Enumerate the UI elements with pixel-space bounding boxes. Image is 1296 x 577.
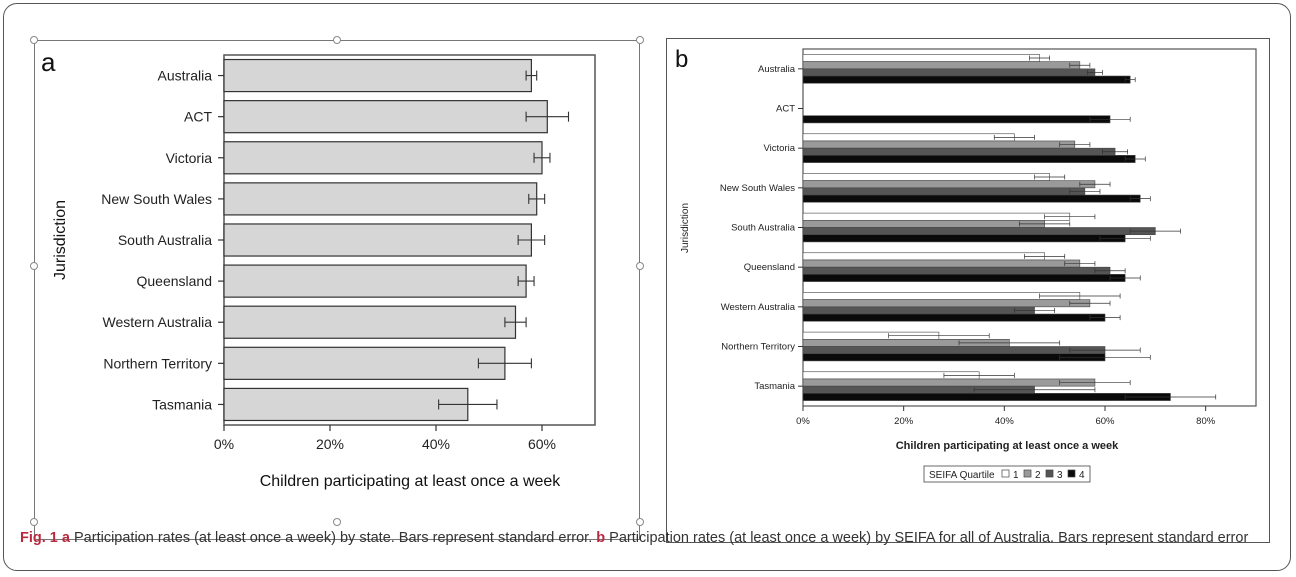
y-tick-label: Queensland [744,262,795,273]
y-tick-label: Western Australia [103,314,213,330]
bar-quartile-2 [802,220,1045,228]
bar [223,223,532,257]
bar-quartile-1 [802,292,1081,300]
bar [223,305,517,339]
bar [223,182,538,216]
panel-letter-b: b [675,46,688,73]
bar-quartile-2 [802,61,1081,70]
x-tick-label: 40% [995,416,1015,427]
caption-b-text: Participation rates (at least once a wee… [605,530,1249,546]
bar-quartile-1 [802,252,1045,261]
bar-quartile-3 [802,227,1156,235]
y-tick-label: ACT [776,104,795,115]
bar-quartile-4 [802,155,1136,163]
y-tick-label: Tasmania [754,381,795,392]
x-tick-label: 80% [1196,416,1216,427]
bar-quartile-3 [802,68,1096,77]
bar-quartile-2 [802,378,1096,387]
bar-quartile-1 [802,133,1015,142]
bar-quartile-3 [802,147,1116,156]
bar [223,58,532,93]
x-tick-label: 20% [316,436,344,452]
legend-swatch-1 [1001,469,1010,478]
bar [223,141,543,175]
bar-quartile-2 [802,140,1076,149]
y-tick-label: Western Australia [721,302,796,313]
y-axis-label: Jurisdiction [680,203,691,253]
bar-quartile-4 [802,313,1106,322]
figure-frame [3,3,1291,571]
selection-handle[interactable] [333,36,341,44]
y-tick-label: Australia [758,64,796,75]
y-tick-label: South Australia [118,232,212,248]
bar [223,264,527,298]
y-tick-label: Queensland [136,273,212,289]
bar-quartile-4 [802,274,1126,282]
x-axis-label: Children participating at least once a w… [260,473,562,490]
bar-quartile-2 [802,180,1096,189]
selection-handle[interactable] [333,518,341,526]
bar-quartile-4 [802,234,1126,243]
legend-title: SEIFA Quartile [929,470,995,481]
x-tick-label: 40% [422,436,450,452]
y-tick-label: Victoria [763,143,795,154]
legend-swatch-3 [1045,469,1054,478]
bar-quartile-3 [802,306,1035,315]
bar-quartile-4 [802,115,1111,124]
selection-handle[interactable] [636,36,644,44]
y-tick-label: New South Wales [101,191,212,207]
legend-label-1: 1 [1013,470,1019,481]
selection-handle[interactable] [636,518,644,526]
bar-quartile-3 [802,266,1111,275]
selection-handle[interactable] [636,262,644,270]
chart-panel-b: b Australia ACT Victoria New South Wales Sout… [666,38,1270,543]
y-tick-label: Victoria [166,150,213,166]
bar-quartile-1 [802,173,1050,181]
y-tick-label: Northern Territory [721,342,795,353]
x-tick-label: 0% [796,416,810,427]
selection-handle[interactable] [30,262,38,270]
legend-label-3: 3 [1057,470,1063,481]
bar-quartile-2 [802,299,1091,308]
caption-fig-label: Fig. 1 [20,530,58,546]
chart-b-svg: b Australia ACT Victoria New South Wales Sout… [675,46,1257,483]
bar [223,387,469,422]
figure-caption: Fig. 1 a Participation rates (at least o… [20,527,1270,549]
legend-swatch-2 [1023,469,1032,478]
y-tick-label: Northern Territory [103,355,212,371]
x-axis-label: Children participating at least once a w… [896,440,1119,452]
caption-a-letter: a [61,530,70,546]
y-axis-label: Jurisdiction [52,200,69,280]
bar-quartile-1 [802,212,1071,221]
selection-handle[interactable] [30,518,38,526]
caption-b-letter: b [596,530,606,546]
selection-handle[interactable] [30,36,38,44]
bar-quartile-3 [802,346,1106,354]
x-tick-label: 0% [214,436,234,452]
bar-quartile-4 [802,194,1141,203]
y-tick-label: New South Wales [720,183,795,194]
caption-a-text: Participation rates (at least once a wee… [69,530,597,546]
bar-quartile-1 [802,54,1040,62]
legend-label-2: 2 [1035,470,1041,481]
bar-quartile-2 [802,259,1081,268]
chart-panel-a: a Australia ACT Victoria New South Wales Sout… [34,40,640,540]
bar-quartile-3 [802,187,1086,196]
bar-quartile-4 [802,393,1171,401]
x-tick-label: 60% [528,436,556,452]
bar [223,346,506,380]
y-tick-label: Australia [158,68,213,84]
legend-label-4: 4 [1079,470,1085,481]
y-tick-label: ACT [184,109,212,125]
x-tick-label: 60% [1095,416,1115,427]
chart-a-svg: a Australia ACT Victoria New South Wales Sout… [41,47,596,490]
bar-quartile-4 [802,75,1131,84]
panel-letter-a: a [41,47,56,77]
y-tick-label: Tasmania [152,396,212,412]
bar [223,100,548,134]
legend-swatch-4 [1067,469,1076,478]
x-tick-label: 20% [894,416,914,427]
y-tick-label: South Australia [731,223,796,234]
